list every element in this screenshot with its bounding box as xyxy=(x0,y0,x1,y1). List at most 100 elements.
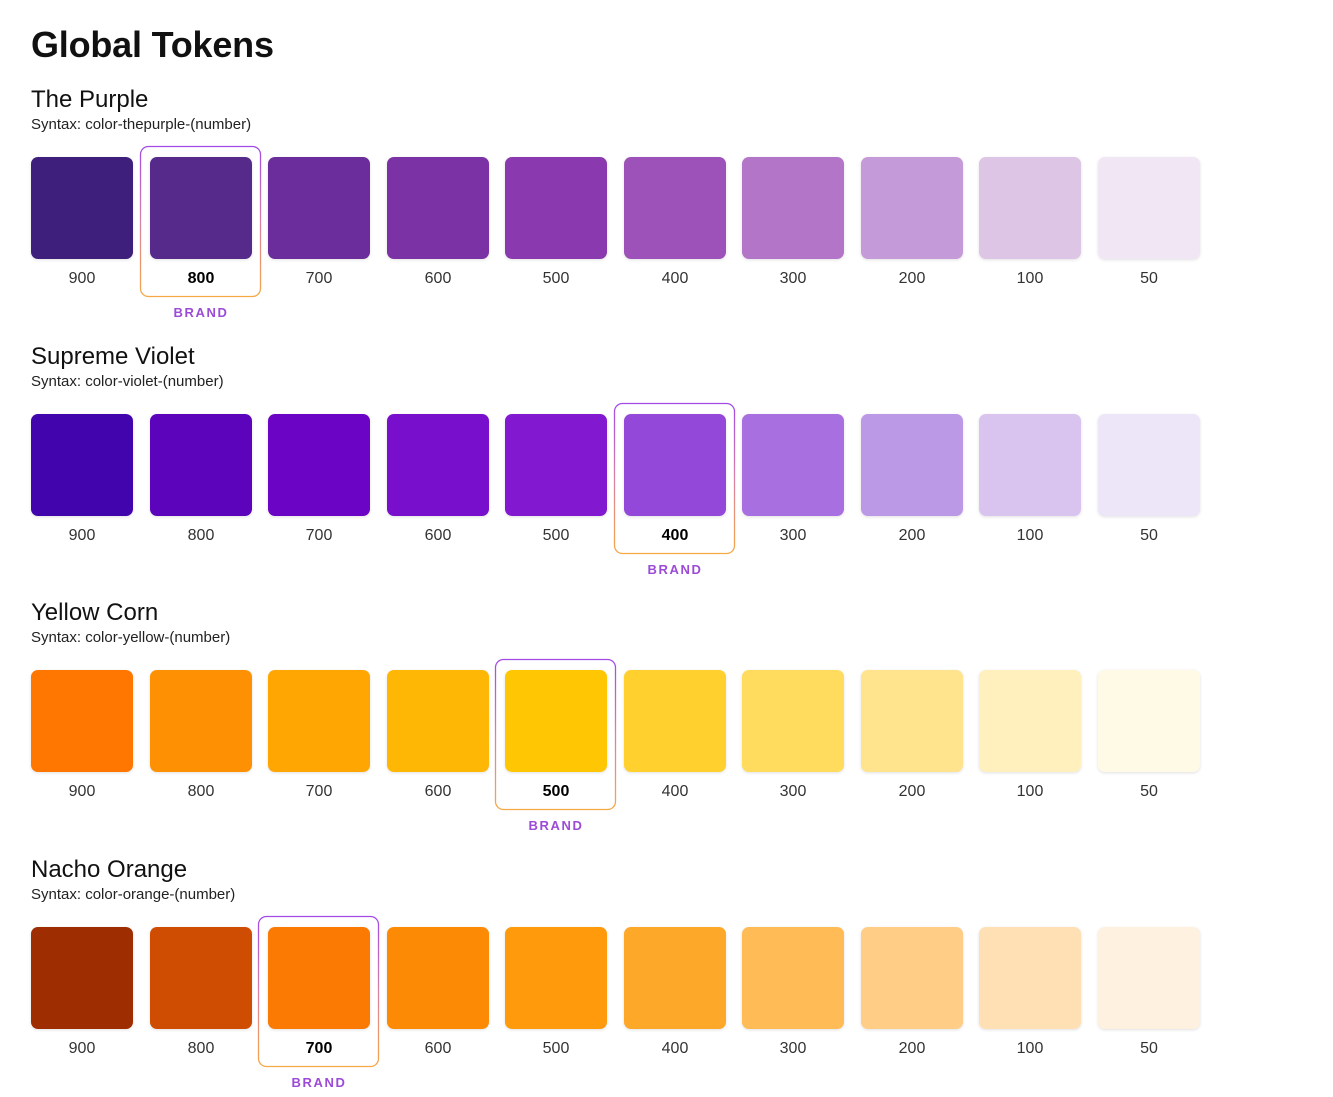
swatch-1-2[interactable]: 700 xyxy=(268,414,370,564)
brand-tag: BRAND xyxy=(528,818,584,833)
swatch-2-9[interactable]: 50 xyxy=(1098,670,1200,820)
color-chip[interactable] xyxy=(861,927,963,1029)
color-chip[interactable] xyxy=(387,157,489,259)
shade-label: 700 xyxy=(305,270,333,287)
swatch-3-1[interactable]: 800 xyxy=(150,927,252,1077)
color-chip[interactable] xyxy=(268,157,370,259)
color-chip[interactable] xyxy=(979,670,1081,772)
color-chip[interactable] xyxy=(861,157,963,259)
color-chip[interactable] xyxy=(268,414,370,516)
swatch-2-6[interactable]: 300 xyxy=(742,670,844,820)
shade-label: 800 xyxy=(187,270,215,287)
shade-label: 200 xyxy=(898,1040,926,1057)
color-chip[interactable] xyxy=(150,927,252,1029)
swatch-0-2[interactable]: 700 xyxy=(268,157,370,307)
swatch-3-3[interactable]: 600 xyxy=(387,927,489,1077)
swatch-1-8[interactable]: 100 xyxy=(979,414,1081,564)
swatch-2-5[interactable]: 400 xyxy=(624,670,726,820)
swatch-3-8[interactable]: 100 xyxy=(979,927,1081,1077)
palette-syntax: Syntax: color-yellow-(number) xyxy=(31,629,231,646)
color-chip[interactable] xyxy=(31,670,133,772)
swatch-0-3[interactable]: 600 xyxy=(387,157,489,307)
color-chip[interactable] xyxy=(150,414,252,516)
color-chip[interactable] xyxy=(1098,670,1200,772)
color-chip[interactable] xyxy=(31,927,133,1029)
shade-label: 50 xyxy=(1140,527,1158,544)
swatch-0-0[interactable]: 900 xyxy=(31,157,133,307)
swatch-1-6[interactable]: 300 xyxy=(742,414,844,564)
swatch-2-8[interactable]: 100 xyxy=(979,670,1081,820)
color-chip[interactable] xyxy=(1098,414,1200,516)
shade-label: 900 xyxy=(68,1040,96,1057)
color-chip[interactable] xyxy=(387,414,489,516)
swatch-3-7[interactable]: 200 xyxy=(861,927,963,1077)
color-chip[interactable] xyxy=(861,670,963,772)
color-chip[interactable] xyxy=(1098,927,1200,1029)
swatch-1-3[interactable]: 600 xyxy=(387,414,489,564)
swatch-2-3[interactable]: 600 xyxy=(387,670,489,820)
color-chip[interactable] xyxy=(505,927,607,1029)
swatch-2-7[interactable]: 200 xyxy=(861,670,963,820)
color-chip[interactable] xyxy=(31,157,133,259)
shade-label: 100 xyxy=(1016,783,1044,800)
color-chip[interactable] xyxy=(268,927,370,1029)
color-chip[interactable] xyxy=(1098,157,1200,259)
swatch-3-4[interactable]: 500 xyxy=(505,927,607,1077)
color-chip[interactable] xyxy=(742,670,844,772)
shade-label: 400 xyxy=(661,1040,689,1057)
swatch-0-7[interactable]: 200 xyxy=(861,157,963,307)
swatch-0-1[interactable]: 800 BRAND xyxy=(139,145,262,320)
swatch-1-1[interactable]: 800 xyxy=(150,414,252,564)
color-chip[interactable] xyxy=(150,157,252,259)
brand-tag: BRAND xyxy=(647,562,703,577)
shade-label: 300 xyxy=(779,783,807,800)
color-chip[interactable] xyxy=(505,670,607,772)
palette-nacho-orange: Nacho Orange Syntax: color-orange-(numbe… xyxy=(31,855,1231,1095)
color-chip[interactable] xyxy=(742,157,844,259)
swatch-2-4[interactable]: 500 BRAND xyxy=(494,658,617,833)
swatch-0-5[interactable]: 400 xyxy=(624,157,726,307)
color-chip[interactable] xyxy=(979,414,1081,516)
swatch-3-6[interactable]: 300 xyxy=(742,927,844,1077)
shade-label: 700 xyxy=(305,783,333,800)
color-chip[interactable] xyxy=(861,414,963,516)
color-chip[interactable] xyxy=(624,157,726,259)
color-chip[interactable] xyxy=(268,670,370,772)
swatch-3-5[interactable]: 400 xyxy=(624,927,726,1077)
palette-syntax: Syntax: color-violet-(number) xyxy=(31,373,224,390)
color-chip[interactable] xyxy=(624,670,726,772)
color-chip[interactable] xyxy=(387,927,489,1029)
swatch-2-2[interactable]: 700 xyxy=(268,670,370,820)
swatch-0-4[interactable]: 500 xyxy=(505,157,607,307)
color-chip[interactable] xyxy=(505,414,607,516)
color-chip[interactable] xyxy=(31,414,133,516)
color-chip[interactable] xyxy=(624,414,726,516)
swatch-3-9[interactable]: 50 xyxy=(1098,927,1200,1077)
swatch-1-7[interactable]: 200 xyxy=(861,414,963,564)
color-chip[interactable] xyxy=(742,414,844,516)
palette-supreme-violet: Supreme Violet Syntax: color-violet-(num… xyxy=(31,342,1231,582)
palette-name: Nacho Orange xyxy=(31,856,188,883)
color-chip[interactable] xyxy=(505,157,607,259)
shade-label: 200 xyxy=(898,270,926,287)
color-chip[interactable] xyxy=(624,927,726,1029)
shade-label: 500 xyxy=(542,783,570,800)
swatch-2-1[interactable]: 800 xyxy=(150,670,252,820)
swatch-1-9[interactable]: 50 xyxy=(1098,414,1200,564)
color-chip[interactable] xyxy=(150,670,252,772)
swatch-1-5[interactable]: 400 BRAND xyxy=(613,402,736,577)
color-chip[interactable] xyxy=(742,927,844,1029)
swatch-1-0[interactable]: 900 xyxy=(31,414,133,564)
swatch-0-6[interactable]: 300 xyxy=(742,157,844,307)
swatch-2-0[interactable]: 900 xyxy=(31,670,133,820)
color-chip[interactable] xyxy=(979,157,1081,259)
swatch-1-4[interactable]: 500 xyxy=(505,414,607,564)
shade-label: 300 xyxy=(779,270,807,287)
color-chip[interactable] xyxy=(387,670,489,772)
shade-label: 300 xyxy=(779,527,807,544)
swatch-0-8[interactable]: 100 xyxy=(979,157,1081,307)
swatch-0-9[interactable]: 50 xyxy=(1098,157,1200,307)
color-chip[interactable] xyxy=(979,927,1081,1029)
swatch-3-2[interactable]: 700 BRAND xyxy=(257,915,380,1090)
swatch-3-0[interactable]: 900 xyxy=(31,927,133,1077)
